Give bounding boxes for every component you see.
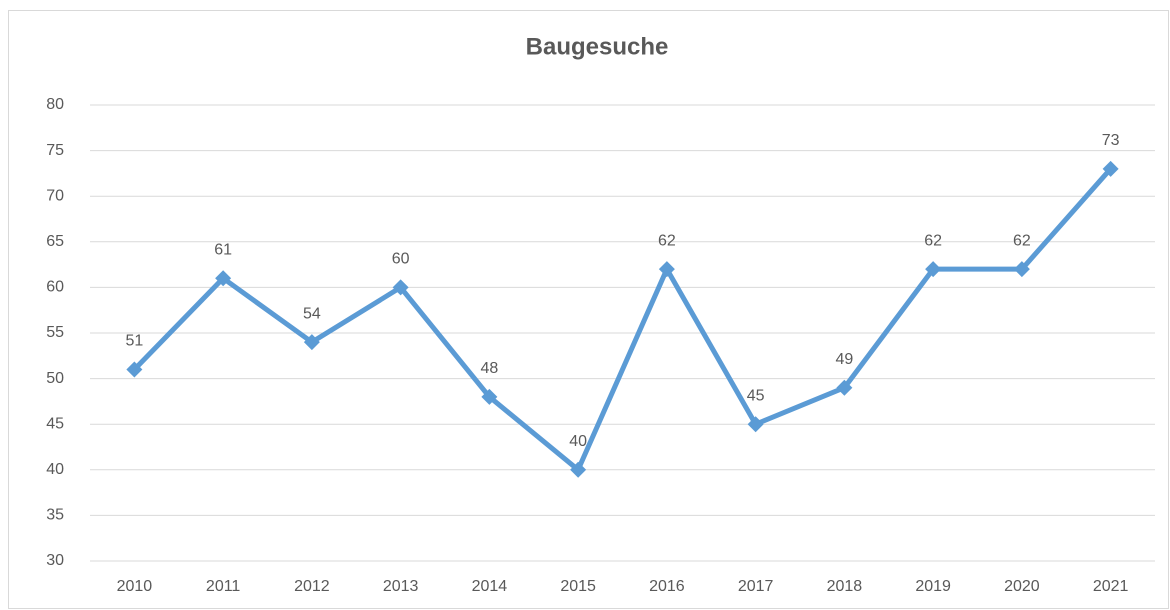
data-point [570,461,587,478]
y-tick-label: 35 [46,507,64,524]
data-label: 61 [214,241,232,258]
data-label: 73 [1102,132,1120,149]
y-tick-label: 75 [46,142,64,159]
x-tick-label: 2013 [383,578,419,595]
data-label: 62 [924,232,942,249]
x-tick-label: 2016 [649,578,685,595]
data-point [481,388,498,405]
data-label: 54 [303,305,321,322]
data-label: 62 [1013,232,1031,249]
y-tick-label: 50 [46,370,64,387]
data-point [836,379,853,396]
data-point [925,261,942,278]
x-tick-label: 2021 [1093,578,1129,595]
chart-frame [8,10,1169,609]
x-tick-label: 2020 [1004,578,1040,595]
data-label: 60 [392,251,410,268]
x-tick-label: 2010 [117,578,153,595]
y-tick-label: 65 [46,233,64,250]
data-point [392,279,409,296]
x-tick-label: 2012 [294,578,330,595]
data-label: 45 [747,387,765,404]
data-label: 51 [125,333,143,350]
data-point [658,261,675,278]
y-tick-label: 55 [46,324,64,341]
y-tick-label: 60 [46,279,64,296]
data-line [132,167,1113,473]
data-point [303,334,320,351]
x-tick-label: 2018 [827,578,863,595]
y-tick-label: 80 [46,96,64,113]
data-point [1013,261,1030,278]
x-tick-label: 2017 [738,578,774,595]
chart-title: Baugesuche [526,33,669,60]
y-tick-label: 45 [46,415,64,432]
data-point [215,270,232,287]
data-label: 48 [480,360,498,377]
data-label: 62 [658,232,676,249]
y-tick-label: 70 [46,187,64,204]
y-tick-label: 30 [46,552,64,569]
data-point [126,361,143,378]
data-label: 40 [569,433,587,450]
data-point [1102,160,1119,177]
data-point [747,416,764,433]
x-tick-label: 2014 [472,578,508,595]
x-tick-label: 2011 [206,578,241,595]
y-tick-label: 40 [46,461,64,478]
x-tick-label: 2019 [915,578,951,595]
x-tick-label: 2015 [560,578,596,595]
data-label: 49 [835,351,853,368]
